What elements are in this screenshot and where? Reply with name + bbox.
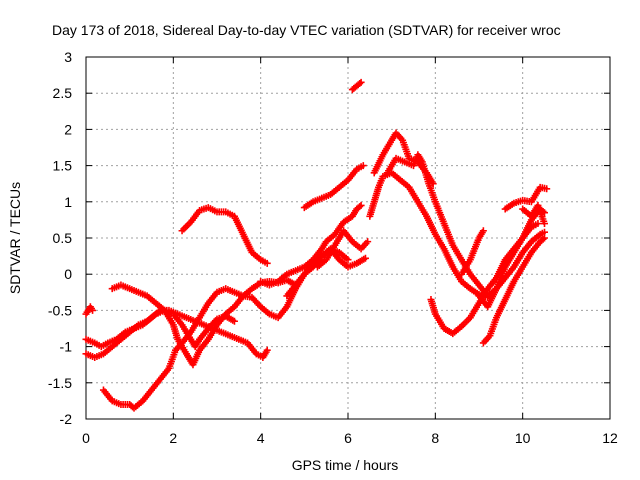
data-point xyxy=(364,238,372,246)
series-track-7 xyxy=(257,201,365,289)
data-point xyxy=(539,235,547,243)
series-track-11 xyxy=(348,78,365,94)
series-track-19 xyxy=(501,183,551,213)
y-tick-label: 2 xyxy=(64,121,72,137)
x-axis: 0 2 4 6 8 10 12 xyxy=(82,57,618,446)
y-tick-label: -0.5 xyxy=(48,302,72,318)
y-tick-label: -2 xyxy=(60,411,73,427)
data-point xyxy=(89,306,97,314)
data-point xyxy=(361,254,369,262)
chart-title: Day 173 of 2018, Sidereal Day-to-day VTE… xyxy=(52,22,561,38)
series-track-8 xyxy=(300,162,367,212)
series-track-10 xyxy=(313,227,372,271)
data-point xyxy=(263,259,271,267)
y-tick-label: -1.5 xyxy=(48,375,72,391)
y-tick-label: 2.5 xyxy=(53,85,73,101)
series-track-1 xyxy=(82,303,97,318)
y-tick-label: 0 xyxy=(64,266,72,282)
series-track-6 xyxy=(178,204,271,267)
x-tick-label: 0 xyxy=(82,430,90,446)
y-tick-label: 3 xyxy=(64,49,72,65)
data-point xyxy=(263,346,271,354)
x-tick-label: 10 xyxy=(515,430,531,446)
y-axis: -2 -1.5 -1 -0.5 0 0.5 1 1.5 2 2.5 3 xyxy=(48,49,610,427)
series-track-14 xyxy=(383,151,548,300)
y-tick-label: -1 xyxy=(60,339,73,355)
y-tick-label: 1 xyxy=(64,194,72,210)
series-track-16 xyxy=(458,227,487,278)
data-point xyxy=(357,201,365,209)
data-point xyxy=(359,162,367,170)
series-track-20 xyxy=(519,201,548,228)
x-tick-label: 2 xyxy=(169,430,177,446)
y-axis-label: SDTVAR / TECUs xyxy=(7,182,23,294)
x-tick-label: 6 xyxy=(344,430,352,446)
data-point xyxy=(357,78,365,86)
data-point xyxy=(534,220,542,228)
data-point xyxy=(541,220,548,228)
series-track-17 xyxy=(479,234,548,347)
data-point xyxy=(230,317,238,325)
data-point xyxy=(344,256,352,264)
series-track-12 xyxy=(366,169,492,301)
data-point xyxy=(479,227,487,235)
y-tick-label: 1.5 xyxy=(53,158,73,174)
x-axis-label: GPS time / hours xyxy=(292,457,399,473)
x-tick-label: 4 xyxy=(257,430,265,446)
x-tick-label: 8 xyxy=(431,430,439,446)
data-point xyxy=(356,80,364,88)
data-point xyxy=(356,203,364,211)
data-point xyxy=(541,234,548,242)
data-point xyxy=(543,185,551,193)
y-tick-label: 0.5 xyxy=(53,230,73,246)
x-tick-label: 12 xyxy=(602,430,618,446)
data-points xyxy=(82,78,551,412)
